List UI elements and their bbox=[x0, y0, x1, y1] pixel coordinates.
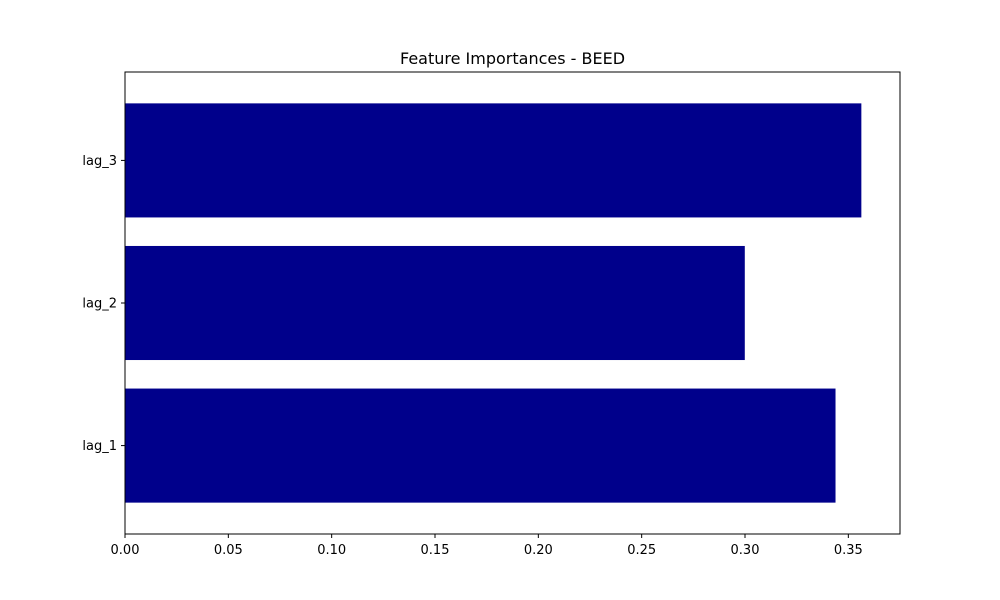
y-tick-label-lag_1: lag_1 bbox=[82, 439, 117, 454]
x-tick-label: 0.25 bbox=[627, 543, 656, 558]
bar-lag_1 bbox=[125, 388, 836, 503]
bars-layer bbox=[125, 103, 862, 503]
x-tick-label: 0.20 bbox=[524, 543, 553, 558]
x-tick-label: 0.00 bbox=[111, 543, 140, 558]
y-tick-label-lag_2: lag_2 bbox=[82, 297, 117, 312]
chart-title: Feature Importances - BEED bbox=[400, 49, 625, 68]
x-axis-ticks: 0.00 0.05 0.10 0.15 0.20 0.25 0.30 0.35 bbox=[111, 534, 863, 558]
y-tick-label-lag_3: lag_3 bbox=[82, 154, 117, 169]
bar-lag_2 bbox=[125, 245, 745, 361]
bar-lag_3 bbox=[125, 103, 862, 218]
plot-frame bbox=[124, 71, 901, 535]
x-tick-label: 0.15 bbox=[421, 543, 450, 558]
y-axis-ticks: lag_1 lag_2 lag_3 bbox=[82, 154, 125, 454]
x-tick-label: 0.10 bbox=[317, 543, 346, 558]
x-tick-label: 0.35 bbox=[834, 543, 863, 558]
x-tick-label: 0.30 bbox=[731, 543, 760, 558]
x-tick-label: 0.05 bbox=[214, 543, 243, 558]
